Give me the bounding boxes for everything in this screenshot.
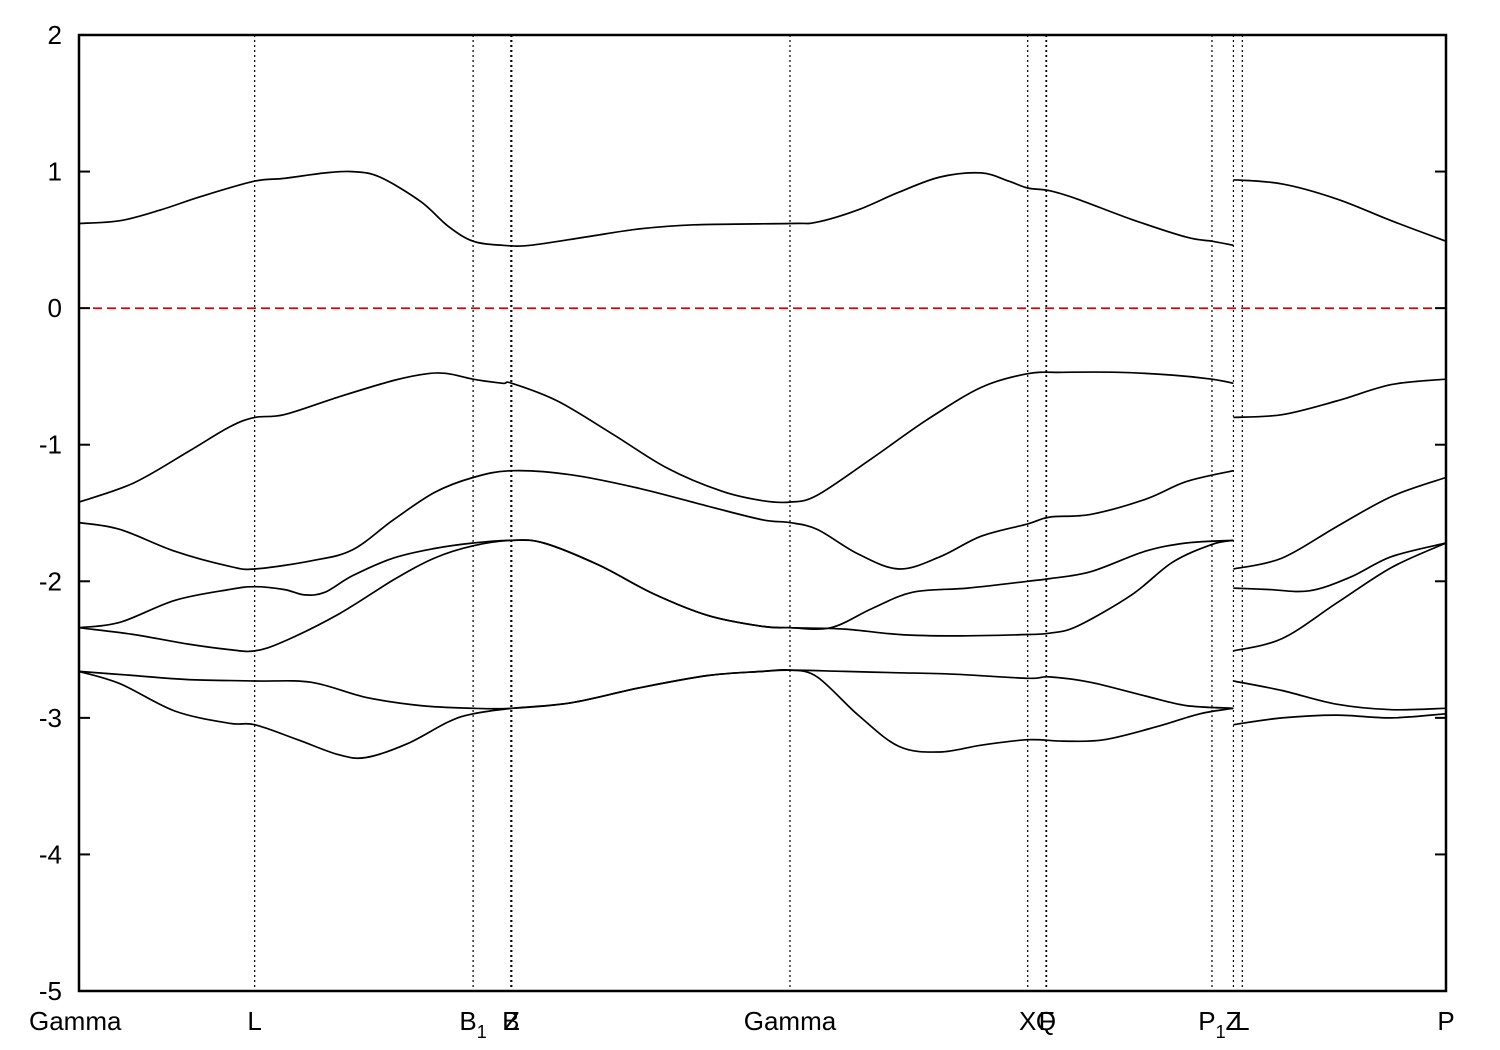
band-7 bbox=[1233, 542, 1447, 593]
band-3 bbox=[1233, 378, 1447, 419]
band-13 bbox=[1233, 712, 1447, 726]
kpoint-label-3: B bbox=[502, 1006, 519, 1036]
band-5 bbox=[1233, 476, 1447, 570]
kpoint-label-1: L bbox=[247, 1006, 261, 1036]
ytick-label-2: 0 bbox=[48, 293, 62, 323]
y-axis-tick-labels: 2 1 0 -1 -2 -3 -4 -5 bbox=[39, 20, 62, 1006]
ytick-label-1: 1 bbox=[48, 157, 62, 187]
ytick-label-3: -1 bbox=[39, 430, 62, 460]
kpoint-label-6: X bbox=[1019, 1006, 1036, 1036]
kpoint-label-10: Z bbox=[1225, 1006, 1241, 1036]
kpoint-label-8: F bbox=[1039, 1006, 1055, 1036]
plot-frame bbox=[77, 33, 1448, 993]
band-6 bbox=[78, 539, 1234, 631]
ytick-label-7: -5 bbox=[39, 976, 62, 1006]
band-11 bbox=[1233, 680, 1447, 711]
kpoint-label-4: Z bbox=[504, 1006, 520, 1036]
band-0 bbox=[78, 170, 1234, 247]
kpoint-label-11: L bbox=[1235, 1006, 1249, 1036]
band-1 bbox=[1233, 178, 1447, 242]
band-2 bbox=[78, 371, 1234, 504]
band-4 bbox=[78, 469, 1234, 571]
kpoint-label-0: Gamma bbox=[29, 1006, 122, 1036]
kpoint-label-2: B1 bbox=[459, 1006, 486, 1042]
band-8 bbox=[78, 539, 1234, 653]
kpoint-labels: Gamma L B1 BZ Gamma X QF P1 ZL P bbox=[29, 1006, 1455, 1042]
kpoint-label-9: P1 bbox=[1198, 1006, 1225, 1042]
ytick-label-0: 2 bbox=[48, 20, 62, 50]
kpoint-label-7: Q bbox=[1036, 1006, 1056, 1036]
ytick-label-5: -3 bbox=[39, 703, 62, 733]
kpoint-divider-lines bbox=[254, 35, 1243, 991]
band-9 bbox=[1233, 542, 1447, 652]
band-curves bbox=[78, 170, 1447, 760]
band-10 bbox=[78, 669, 1234, 710]
kpoint-label-12: P bbox=[1437, 1006, 1454, 1036]
kpoint-label-5: Gamma bbox=[744, 1006, 837, 1036]
ytick-label-4: -2 bbox=[39, 566, 62, 596]
ytick-label-6: -4 bbox=[39, 839, 62, 869]
band-12 bbox=[78, 668, 1234, 760]
